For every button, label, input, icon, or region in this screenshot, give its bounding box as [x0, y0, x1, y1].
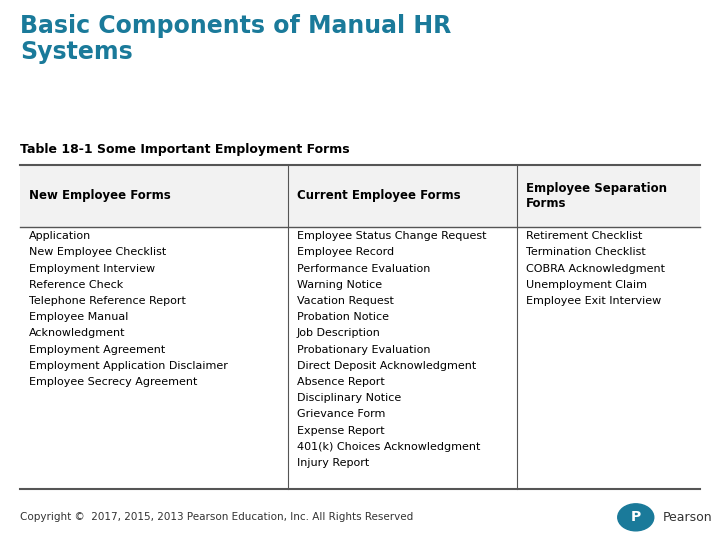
Text: Employment Interview: Employment Interview: [29, 264, 155, 274]
Text: Employee Status Change Request: Employee Status Change Request: [297, 231, 486, 241]
Text: P: P: [631, 510, 641, 524]
Text: Absence Report: Absence Report: [297, 377, 384, 387]
Text: Probationary Evaluation: Probationary Evaluation: [297, 345, 430, 355]
Bar: [20, 165, 700, 227]
Text: Reference Check: Reference Check: [29, 280, 123, 290]
Text: COBRA Acknowledgment: COBRA Acknowledgment: [526, 264, 665, 274]
Text: Employment Application Disclaimer: Employment Application Disclaimer: [29, 361, 228, 371]
Text: Employment Agreement: Employment Agreement: [29, 345, 165, 355]
Circle shape: [618, 504, 654, 531]
Text: Unemployment Claim: Unemployment Claim: [526, 280, 647, 290]
Text: Job Description: Job Description: [297, 328, 380, 339]
Text: Pearson: Pearson: [663, 511, 713, 524]
Text: Vacation Request: Vacation Request: [297, 296, 394, 306]
Text: 401(k) Choices Acknowledgment: 401(k) Choices Acknowledgment: [297, 442, 480, 452]
Text: New Employee Forms: New Employee Forms: [29, 189, 171, 202]
Text: Basic Components of Manual HR
Systems: Basic Components of Manual HR Systems: [20, 14, 451, 64]
Text: Performance Evaluation: Performance Evaluation: [297, 264, 430, 274]
Text: Injury Report: Injury Report: [297, 458, 369, 468]
Text: Retirement Checklist: Retirement Checklist: [526, 231, 642, 241]
Text: Application: Application: [29, 231, 91, 241]
Text: Current Employee Forms: Current Employee Forms: [297, 189, 460, 202]
Text: Employee Secrecy Agreement: Employee Secrecy Agreement: [29, 377, 197, 387]
Text: Warning Notice: Warning Notice: [297, 280, 382, 290]
Text: Employee Separation
Forms: Employee Separation Forms: [526, 182, 667, 210]
Text: Probation Notice: Probation Notice: [297, 312, 389, 322]
Text: Acknowledgment: Acknowledgment: [29, 328, 125, 339]
Text: New Employee Checklist: New Employee Checklist: [29, 247, 166, 258]
Text: Telephone Reference Report: Telephone Reference Report: [29, 296, 186, 306]
Text: Expense Report: Expense Report: [297, 426, 384, 436]
Text: Grievance Form: Grievance Form: [297, 409, 385, 420]
Text: Employee Record: Employee Record: [297, 247, 394, 258]
Text: Termination Checklist: Termination Checklist: [526, 247, 645, 258]
Text: Table 18-1 Some Important Employment Forms: Table 18-1 Some Important Employment For…: [20, 143, 350, 156]
Text: Copyright ©  2017, 2015, 2013 Pearson Education, Inc. All Rights Reserved: Copyright © 2017, 2015, 2013 Pearson Edu…: [20, 512, 413, 522]
Text: Employee Exit Interview: Employee Exit Interview: [526, 296, 661, 306]
Text: Employee Manual: Employee Manual: [29, 312, 128, 322]
Text: Disciplinary Notice: Disciplinary Notice: [297, 393, 401, 403]
Text: Direct Deposit Acknowledgment: Direct Deposit Acknowledgment: [297, 361, 476, 371]
